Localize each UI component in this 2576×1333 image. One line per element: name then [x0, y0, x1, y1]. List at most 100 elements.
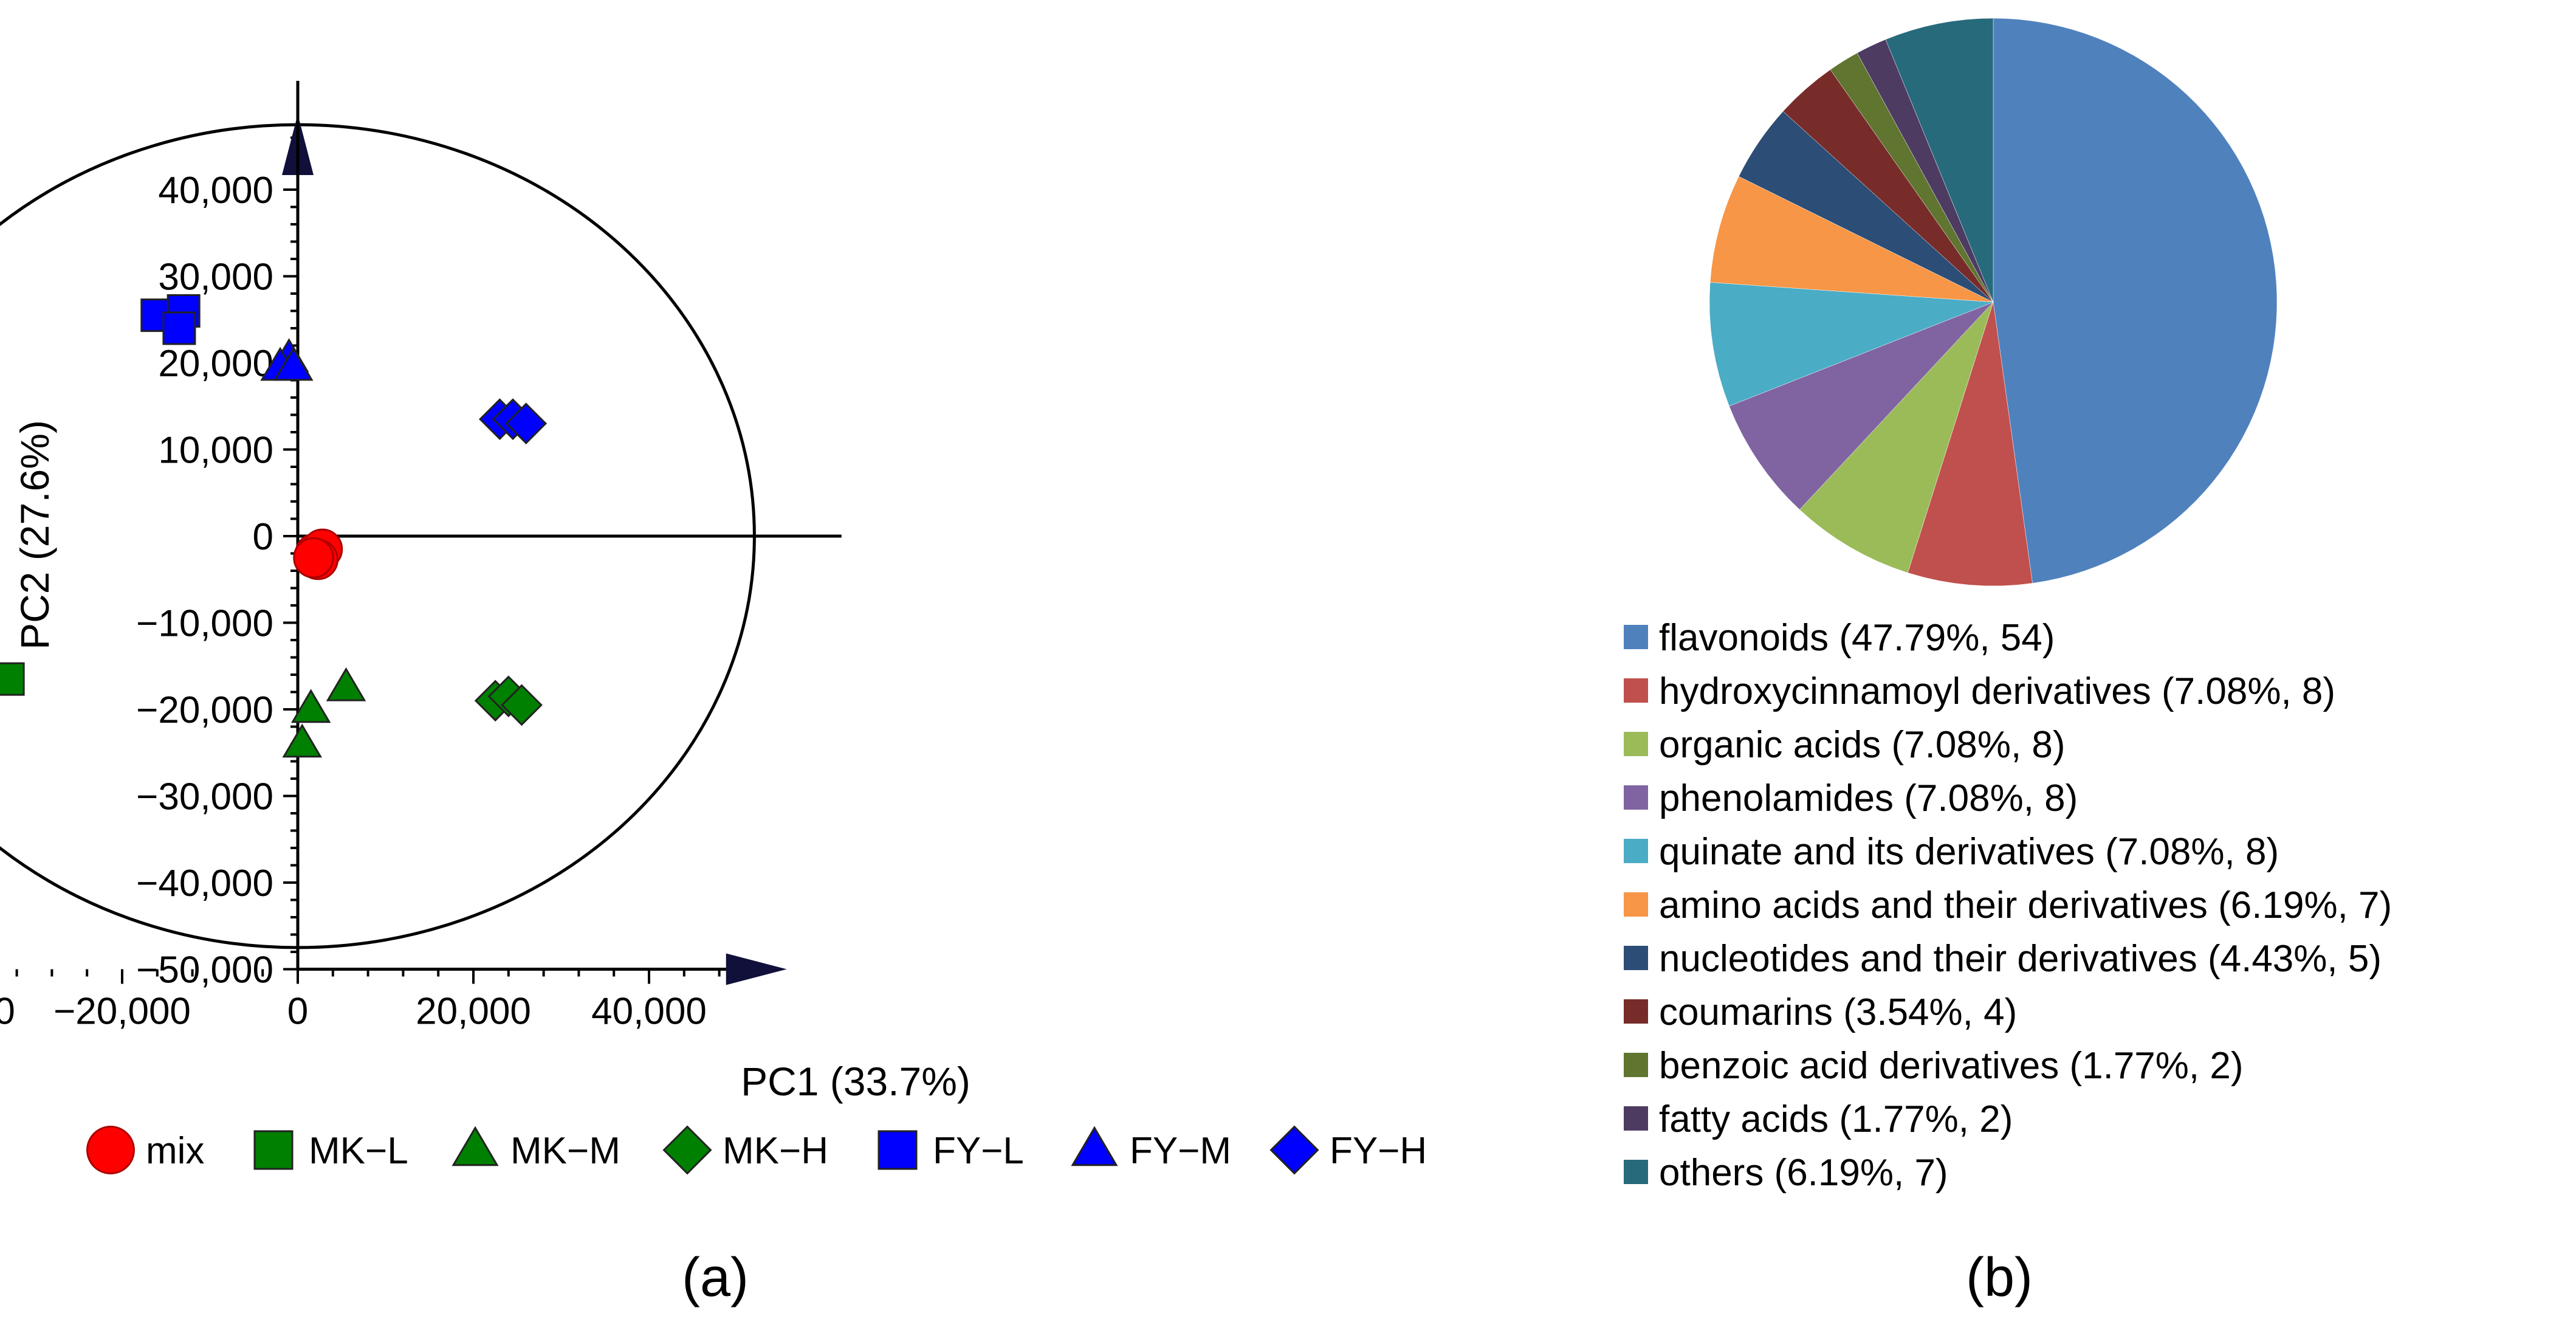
pie-slice — [1709, 282, 1994, 407]
pie-legend-label: phenolamides (7.08%, 8) — [1659, 777, 2078, 819]
series-circle-ff0000 — [293, 528, 343, 580]
legend-item: mix — [86, 1126, 204, 1174]
legend-label: MK−H — [723, 1130, 828, 1172]
y-tick-label: 20,000 — [158, 343, 273, 385]
y-tick-label: 40,000 — [158, 170, 273, 212]
data-point — [162, 311, 196, 345]
y-tick-label: 30,000 — [158, 257, 273, 298]
legend-label: mix — [146, 1130, 204, 1172]
y-tick-label: −40,000 — [136, 863, 273, 904]
pie-legend-item: organic acids (7.08%, 8) — [1624, 724, 2066, 766]
pie-slice — [1993, 18, 2278, 584]
series-triangle-008000 — [282, 667, 366, 758]
legend-item: MK−L — [253, 1130, 408, 1172]
series-square-008000 — [0, 662, 25, 696]
pie-legend-swatch — [1624, 892, 1648, 917]
legend-marker — [253, 1130, 294, 1170]
legend-marker — [1269, 1125, 1319, 1175]
data-point — [290, 689, 331, 723]
legend-marker — [1071, 1126, 1118, 1166]
legend-marker — [86, 1126, 135, 1174]
x-tick-label: 0 — [287, 991, 308, 1033]
data-point — [282, 723, 323, 758]
series-diamond-008000 — [474, 675, 543, 726]
legend-marker — [662, 1125, 712, 1175]
pie-legend-swatch — [1624, 678, 1648, 703]
pca-scatter-panel: 40,00030,00020,00010,0000−10,000−20,000−… — [0, 81, 1427, 1308]
legend-marker — [878, 1130, 918, 1170]
pie-legend-item: fatty acids (1.77%, 2) — [1624, 1098, 2013, 1140]
x-tick-label: 20,000 — [416, 991, 531, 1033]
pie-legend: flavonoids (47.79%, 54) hydroxycinnamoyl … — [1624, 617, 2392, 1194]
pie-legend-label: organic acids (7.08%, 8) — [1659, 724, 2066, 766]
pie-legend-item: coumarins (3.54%, 4) — [1624, 991, 2017, 1033]
legend-label: MK−L — [309, 1130, 408, 1172]
pie-legend-item: hydroxycinnamoyl derivatives (7.08%, 8) — [1624, 670, 2335, 712]
metabolite-class-pie-panel: flavonoids (47.79%, 54) hydroxycinnamoyl … — [1624, 18, 2392, 1308]
pie-legend-swatch — [1624, 625, 1648, 649]
pie-legend-swatch — [1624, 1106, 1648, 1131]
y-tick-label: −50,000 — [136, 949, 273, 991]
legend-item: FY−L — [878, 1130, 1024, 1172]
x-axis-label: PC1 (33.7%) — [741, 1059, 970, 1104]
legend-item: FY−M — [1071, 1126, 1231, 1172]
pie-legend-item: flavonoids (47.79%, 54) — [1624, 617, 2055, 659]
pie-legend-swatch — [1624, 785, 1648, 810]
series-triangle-0000ff — [260, 338, 314, 381]
pie-legend-item: others (6.19%, 7) — [1624, 1152, 1948, 1194]
series-diamond-0000ff — [478, 398, 548, 445]
legend-label: FY−H — [1330, 1130, 1427, 1172]
x-tick-label: 40,000 — [591, 991, 707, 1033]
pie-legend-label: benzoic acid derivatives (1.77%, 2) — [1659, 1045, 2243, 1087]
pie-slice — [1799, 301, 1994, 573]
y-tick-label: 0 — [253, 516, 273, 558]
pie — [1709, 18, 2278, 587]
y-tick-label: −20,000 — [136, 689, 273, 731]
data-point — [501, 684, 543, 726]
legend-label: FY−M — [1130, 1130, 1231, 1172]
legend-item: MK−H — [662, 1125, 828, 1175]
y-tick-label: −30,000 — [136, 776, 273, 818]
pie-legend-label: hydroxycinnamoyl derivatives (7.08%, 8) — [1659, 670, 2335, 712]
pie-legend-item: nucleotides and their derivatives (4.43%… — [1624, 938, 2382, 980]
pie-legend-swatch — [1624, 839, 1648, 863]
x-tick-label: −20,000 — [53, 991, 191, 1033]
pie-legend-swatch — [1624, 946, 1648, 970]
pie-legend-item: amino acids and their derivatives (6.19%… — [1624, 884, 2392, 926]
data-point — [326, 667, 366, 701]
data-point — [0, 662, 25, 696]
legend-item: FY−H — [1269, 1125, 1427, 1175]
pie-legend-swatch — [1624, 1160, 1648, 1184]
panel-label-b: (b) — [1966, 1247, 2033, 1308]
y-axis-label: PC2 (27.6%) — [12, 420, 57, 650]
pie-slice — [1729, 301, 1994, 510]
pie-legend-item: benzoic acid derivatives (1.77%, 2) — [1624, 1045, 2243, 1087]
x-tick-label: −40,000 — [0, 991, 15, 1033]
tick-labels: 40,00030,00020,00010,0000−10,000−20,000−… — [0, 170, 707, 1033]
x-axis-arrow — [726, 953, 787, 985]
pie-legend-label: coumarins (3.54%, 4) — [1659, 991, 2017, 1033]
pie-legend-swatch — [1624, 1053, 1648, 1077]
pie-legend-label: fatty acids (1.77%, 2) — [1659, 1098, 2013, 1140]
pie-legend-label: nucleotides and their derivatives (4.43%… — [1659, 938, 2382, 980]
pie-legend-swatch — [1624, 999, 1648, 1024]
pie-slice — [1709, 176, 1994, 303]
pie-slice — [1885, 18, 1994, 303]
legend-label: FY−L — [933, 1130, 1024, 1172]
axes — [282, 81, 842, 985]
pie-legend-label: quinate and its derivatives (7.08%, 8) — [1659, 831, 2279, 873]
y-tick-label: 10,000 — [158, 430, 273, 472]
legend-label: MK−M — [510, 1130, 620, 1172]
data-point — [273, 346, 314, 381]
pie-legend-swatch — [1624, 732, 1648, 756]
series-square-0000ff — [140, 294, 201, 345]
legend: mix MK−L MK−M MK−H FY−L FY−M FY−H — [86, 1125, 1427, 1175]
pie-legend-item: quinate and its derivatives (7.08%, 8) — [1624, 831, 2279, 873]
y-tick-label: −10,000 — [136, 603, 273, 645]
pie-legend-label: amino acids and their derivatives (6.19%… — [1659, 884, 2392, 926]
data-point — [293, 537, 334, 579]
legend-marker — [452, 1126, 499, 1166]
panel-label-a: (a) — [682, 1247, 749, 1308]
data-point — [505, 402, 548, 445]
